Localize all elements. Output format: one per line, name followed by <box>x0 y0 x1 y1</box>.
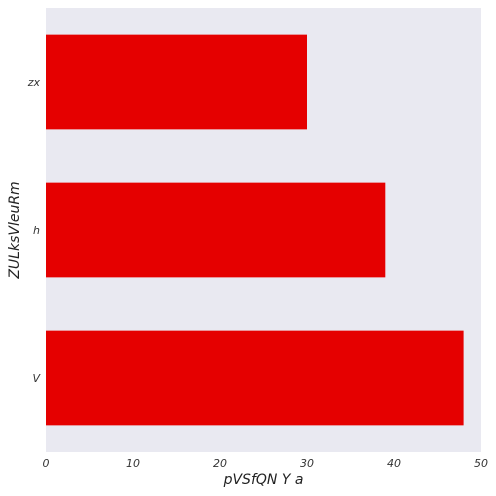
bar-V <box>46 331 464 426</box>
x-tick-label-50: 50 <box>474 457 488 470</box>
x-tick-label-0: 0 <box>43 457 50 470</box>
y-tick-label-zx: zx <box>27 76 41 89</box>
y-tick-labels: zx h V <box>27 76 42 385</box>
x-tick-label-30: 30 <box>300 457 314 470</box>
x-axis-label: pVSfQN Y a <box>223 472 304 488</box>
x-tick-label-10: 10 <box>126 457 140 470</box>
x-tick-label-40: 40 <box>387 457 401 470</box>
x-tick-label-20: 20 <box>213 457 227 470</box>
y-tick-label-V: V <box>32 372 41 385</box>
bar-h <box>46 183 385 278</box>
y-tick-label-h: h <box>33 224 40 237</box>
y-axis-label: ZULksVleuRm <box>7 181 23 279</box>
x-tick-labels: 0 10 20 30 40 50 <box>43 457 489 470</box>
bar-zx <box>46 35 307 130</box>
